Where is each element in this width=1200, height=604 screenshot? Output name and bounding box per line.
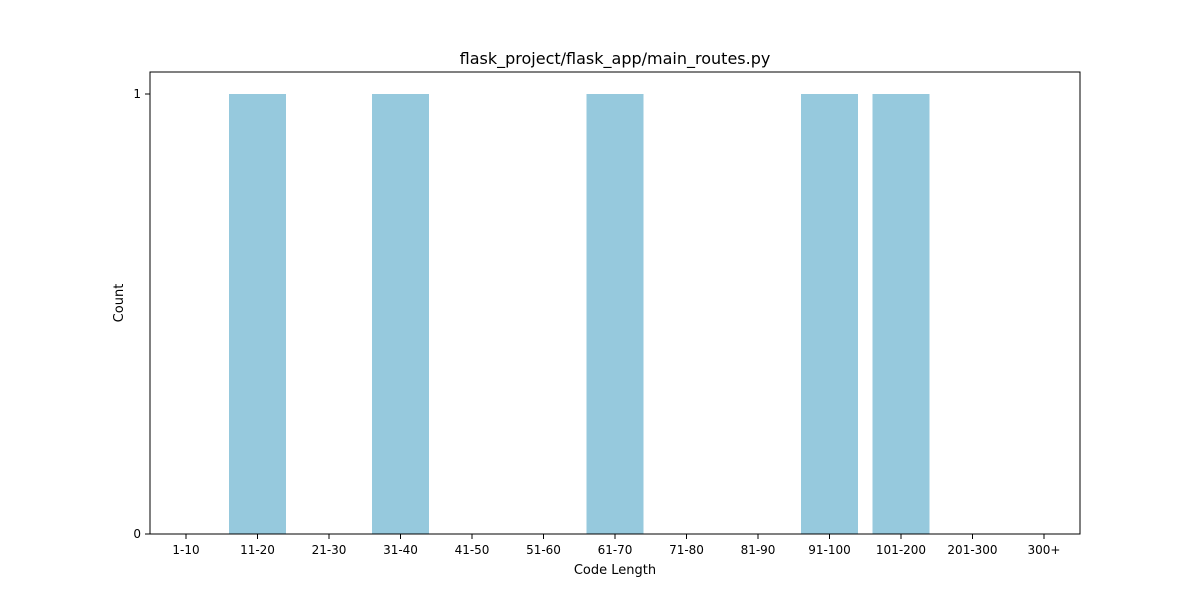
x-tick-label: 71-80 xyxy=(669,543,704,557)
x-tick-label: 51-60 xyxy=(526,543,561,557)
x-tick-label: 81-90 xyxy=(741,543,776,557)
bar-101-200 xyxy=(872,94,930,534)
y-axis-label: Count xyxy=(112,284,127,323)
x-tick-label: 11-20 xyxy=(240,543,275,557)
y-tick-label: 0 xyxy=(133,527,141,541)
x-tick-label: 91-100 xyxy=(808,543,851,557)
x-tick-label: 300+ xyxy=(1028,543,1061,557)
x-tick-label: 41-50 xyxy=(455,543,490,557)
x-tick-label: 101-200 xyxy=(876,543,926,557)
bar-91-100 xyxy=(801,94,858,534)
x-tick-label: 21-30 xyxy=(312,543,347,557)
x-tick-label: 1-10 xyxy=(172,543,199,557)
x-tick-label: 31-40 xyxy=(383,543,418,557)
x-tick-label: 201-300 xyxy=(947,543,997,557)
x-axis-label: Code Length xyxy=(574,563,656,578)
bar-11-20 xyxy=(229,94,286,534)
chart-title: flask_project/flask_app/main_routes.py xyxy=(460,49,771,69)
x-tick-label: 61-70 xyxy=(598,543,633,557)
y-axis-ticks: 01 xyxy=(133,87,150,541)
bar-61-70 xyxy=(586,94,644,534)
bar-31-40 xyxy=(372,94,429,534)
x-axis-ticks: 1-10 11-20 21-30 31-40 41-50 51-60 61-70 71-80 8… xyxy=(172,534,1060,557)
bars-group xyxy=(229,94,930,534)
y-tick-label: 1 xyxy=(133,87,141,101)
